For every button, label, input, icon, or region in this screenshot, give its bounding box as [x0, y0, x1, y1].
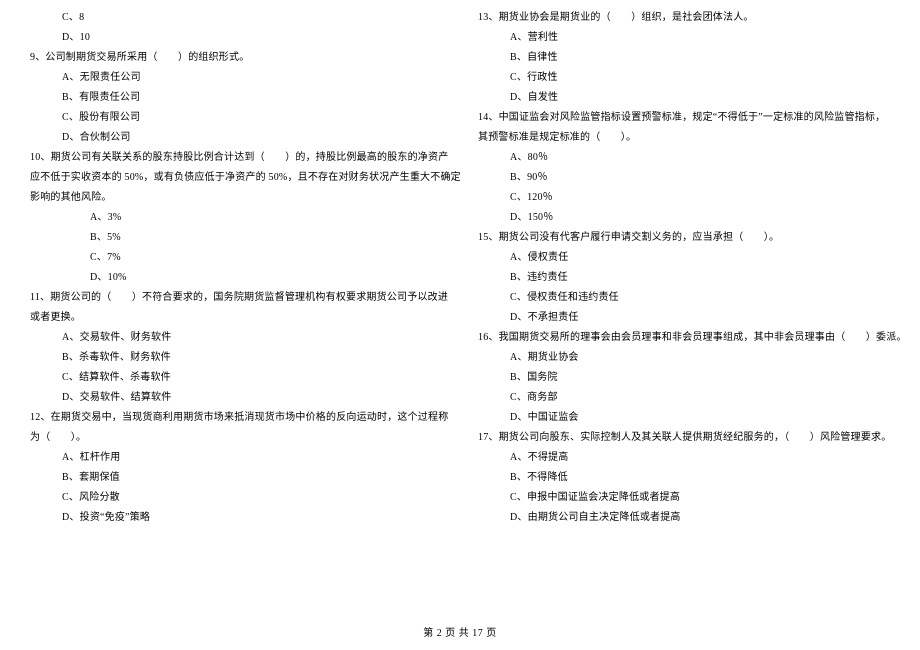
text-line: C、结算软件、杀毒软件	[30, 368, 442, 388]
text-line: B、国务院	[478, 368, 890, 388]
text-line: D、合伙制公司	[30, 128, 442, 148]
text-line: A、3%	[30, 208, 442, 228]
text-line: D、自发性	[478, 88, 890, 108]
text-line: 其预警标准是规定标准的（ ）。	[478, 128, 890, 148]
text-line: 14、中国证监会对风险监管指标设置预警标准，规定“不得低于”一定标准的风险监管指…	[478, 108, 890, 128]
text-line: D、交易软件、结算软件	[30, 388, 442, 408]
text-line: 为（ ）。	[30, 428, 442, 448]
text-line: 15、期货公司没有代客户履行申请交割义务的，应当承担（ ）。	[478, 228, 890, 248]
text-line: 应不低于实收资本的 50%，或有负债应低于净资产的 50%，且不存在对财务状况产…	[30, 168, 442, 188]
text-line: D、由期货公司自主决定降低或者提高	[478, 508, 890, 528]
text-line: B、5%	[30, 228, 442, 248]
text-line: D、中国证监会	[478, 408, 890, 428]
text-line: 12、在期货交易中，当现货商利用期货市场来抵消现货市场中价格的反向运动时，这个过…	[30, 408, 442, 428]
text-line: D、150％	[478, 208, 890, 228]
text-line: C、侵权责任和违约责任	[478, 288, 890, 308]
text-line: A、无限责任公司	[30, 68, 442, 88]
text-line: D、10	[30, 28, 442, 48]
text-line: C、风险分散	[30, 488, 442, 508]
text-line: D、投资“免疫”策略	[30, 508, 442, 528]
column-left: C、8D、109、公司制期货交易所采用（ ）的组织形式。A、无限责任公司B、有限…	[30, 8, 460, 620]
text-line: C、股份有限公司	[30, 108, 442, 128]
text-line: A、交易软件、财务软件	[30, 328, 442, 348]
text-line: B、不得降低	[478, 468, 890, 488]
text-line: A、侵权责任	[478, 248, 890, 268]
text-line: C、申报中国证监会决定降低或者提高	[478, 488, 890, 508]
text-line: D、10%	[30, 268, 442, 288]
text-line: C、8	[30, 8, 442, 28]
column-right: 13、期货业协会是期货业的（ ）组织，是社会团体法人。A、营利性B、自律性C、行…	[460, 8, 890, 620]
text-line: 11、期货公司的（ ）不符合要求的，国务院期货监督管理机构有权要求期货公司予以改…	[30, 288, 442, 308]
text-line: 9、公司制期货交易所采用（ ）的组织形式。	[30, 48, 442, 68]
page-body: C、8D、109、公司制期货交易所采用（ ）的组织形式。A、无限责任公司B、有限…	[0, 0, 920, 620]
text-line: A、营利性	[478, 28, 890, 48]
text-line: A、不得提高	[478, 448, 890, 468]
text-line: A、杠杆作用	[30, 448, 442, 468]
text-line: 影响的其他风险。	[30, 188, 442, 208]
text-line: D、不承担责任	[478, 308, 890, 328]
text-line: C、行政性	[478, 68, 890, 88]
text-line: B、有限责任公司	[30, 88, 442, 108]
text-line: 或者更换。	[30, 308, 442, 328]
page-footer: 第 2 页 共 17 页	[0, 624, 920, 644]
text-line: A、期货业协会	[478, 348, 890, 368]
text-line: C、120％	[478, 188, 890, 208]
text-line: B、违约责任	[478, 268, 890, 288]
text-line: C、7%	[30, 248, 442, 268]
text-line: 13、期货业协会是期货业的（ ）组织，是社会团体法人。	[478, 8, 890, 28]
text-line: 16、我国期货交易所的理事会由会员理事和非会员理事组成，其中非会员理事由（ ）委…	[478, 328, 890, 348]
text-line: 17、期货公司向股东、实际控制人及其关联人提供期货经纪服务的，（ ）风险管理要求…	[478, 428, 890, 448]
text-line: A、80％	[478, 148, 890, 168]
text-line: B、90％	[478, 168, 890, 188]
text-line: 10、期货公司有关联关系的股东持股比例合计达到（ ）的，持股比例最高的股东的净资…	[30, 148, 442, 168]
text-line: B、套期保值	[30, 468, 442, 488]
text-line: C、商务部	[478, 388, 890, 408]
text-line: B、自律性	[478, 48, 890, 68]
text-line: B、杀毒软件、财务软件	[30, 348, 442, 368]
